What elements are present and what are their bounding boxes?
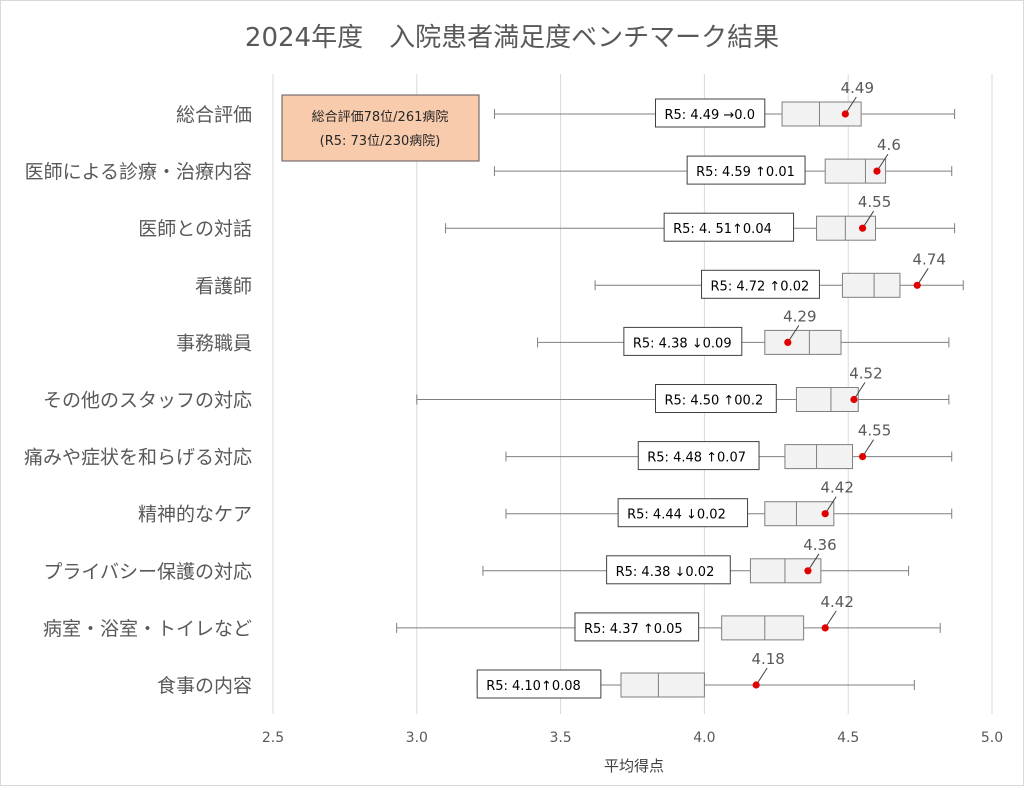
category-label: 精神的なケア <box>138 504 252 526</box>
prev-year-label: R5: 4.49 →0.0 <box>665 108 755 123</box>
iqr-box <box>721 615 805 641</box>
category-label: 痛みや症状を和らげる対応 <box>24 447 252 469</box>
prev-year-box <box>606 555 731 585</box>
category-label: その他のスタッフの対応 <box>43 390 252 412</box>
x-tick-label: 2.5 <box>262 730 284 746</box>
hospital-value-point <box>752 681 760 689</box>
prev-year-box <box>574 612 700 642</box>
category-label: プライバシー保護の対応 <box>43 561 252 583</box>
prev-year-label: R5: 4.10↑0.08 <box>486 679 581 694</box>
hospital-value-point <box>850 395 858 404</box>
prev-year-label: R5: 4. 51↑0.04 <box>673 222 772 237</box>
category-label: 看護師 <box>195 275 252 297</box>
category-label: 事務職員 <box>176 332 252 354</box>
value-label: 4.55 <box>858 422 891 440</box>
value-label: 4.74 <box>913 250 946 268</box>
prev-year-label: R5: 4.48 ↑0.07 <box>647 451 746 466</box>
prev-year-label: R5: 4.38 ↓0.09 <box>633 336 732 351</box>
x-axis-label: 平均得点 <box>604 757 664 775</box>
value-label: 4.18 <box>751 650 784 668</box>
hospital-value-point <box>841 110 849 118</box>
category-label: 医師との対話 <box>138 218 252 240</box>
value-label: 4.36 <box>803 536 836 554</box>
x-tick-label: 4.0 <box>693 730 715 746</box>
prev-year-label: R5: 4.59 ↑0.01 <box>696 165 795 180</box>
chart-title: 2024年度 入院患者満足度ベンチマーク結果 <box>245 23 779 53</box>
category-label: 医師による診療・治療内容 <box>25 161 252 183</box>
prev-year-box <box>623 326 743 356</box>
iqr-box <box>816 215 877 241</box>
hospital-value-point <box>858 453 867 461</box>
iqr-box <box>764 329 842 355</box>
label-layer: 2.5 3.0 3.5 4.0 4.5 5.0 総合評価 R5: 4.49 →0.0 4.49 医… <box>24 79 1003 746</box>
hospital-value-point <box>821 624 829 632</box>
summary-box <box>281 94 480 162</box>
iqr-box <box>781 101 862 127</box>
prev-year-box <box>686 155 806 185</box>
iqr-box <box>795 387 859 412</box>
x-tick-label: 3.0 <box>406 730 428 746</box>
prev-year-label: R5: 4.50 ↑00.2 <box>665 394 764 409</box>
value-label: 4.29 <box>783 307 816 325</box>
prev-year-label: R5: 4.37 ↑0.05 <box>584 622 683 637</box>
hospital-value-point <box>913 281 921 289</box>
prev-year-box <box>701 269 820 299</box>
iqr-box <box>784 444 854 470</box>
prev-year-box <box>663 212 795 242</box>
category-label: 総合評価 <box>176 104 252 126</box>
value-label: 4.49 <box>841 79 874 97</box>
value-label: 4.52 <box>849 365 882 383</box>
prev-year-box <box>655 98 766 128</box>
prev-year-box <box>476 669 602 699</box>
value-label: 4.6 <box>877 136 901 154</box>
category-label: 食事の内容 <box>157 675 252 697</box>
hospital-value-point <box>804 567 812 575</box>
box-layer <box>396 101 964 698</box>
summary-line-2: (R5: 73位/230病院) <box>320 134 441 149</box>
hospital-value-point <box>784 338 792 346</box>
value-label: 4.42 <box>820 593 853 611</box>
value-label: 4.55 <box>858 193 891 211</box>
x-tick-label: 5.0 <box>981 730 1003 746</box>
prev-year-label: R5: 4.72 ↑0.02 <box>711 279 810 294</box>
iqr-box <box>841 272 901 298</box>
x-tick-label: 3.5 <box>549 730 571 746</box>
hospital-value-point <box>858 224 867 232</box>
prev-year-label: R5: 4.38 ↓0.02 <box>616 565 715 580</box>
x-tick-label: 4.5 <box>837 730 859 746</box>
value-label: 4.42 <box>820 479 853 497</box>
prev-year-label: R5: 4.44 ↓0.02 <box>627 508 726 523</box>
hospital-value-point <box>873 167 881 175</box>
prev-year-box <box>637 441 760 471</box>
summary-line-1: 総合評価78位/261病院 <box>312 110 449 125</box>
prev-year-box <box>655 384 777 413</box>
prev-year-box <box>617 498 749 528</box>
iqr-box <box>620 672 705 698</box>
hospital-value-point <box>821 510 829 518</box>
category-label: 病室・浴室・トイレなど <box>43 618 252 640</box>
summary-layer: 総合評価78位/261病院 (R5: 73位/230病院) <box>281 94 480 162</box>
